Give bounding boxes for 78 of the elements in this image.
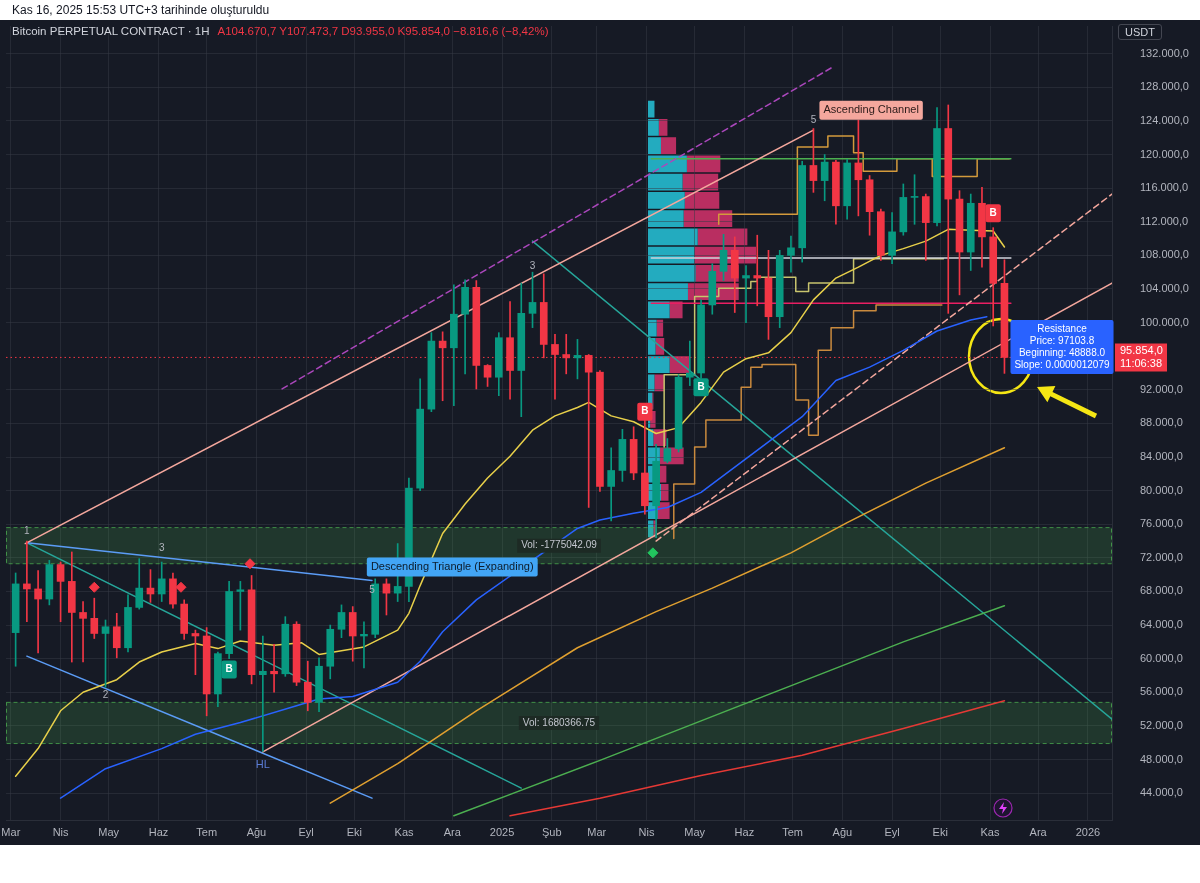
x-tick-label: Eyl bbox=[298, 825, 314, 838]
candlestick bbox=[270, 644, 278, 693]
x-tick-label: Eyl bbox=[884, 825, 900, 838]
x-tick-label: Eki bbox=[346, 825, 362, 838]
y-tick-label: 76.000,0 bbox=[1140, 517, 1183, 530]
annotation: 3 bbox=[158, 541, 165, 553]
y-tick-label: 44.000,0 bbox=[1140, 786, 1183, 799]
x-tick-label: May bbox=[684, 825, 706, 838]
candlestick bbox=[79, 601, 87, 663]
ref-line-label: 95.854,0 11:06:38 bbox=[1120, 343, 1163, 369]
x-tick-label: Kas bbox=[394, 825, 415, 838]
annotation: 1 bbox=[24, 525, 31, 537]
x-tick-label: Nis bbox=[52, 825, 70, 838]
annotation: B bbox=[697, 381, 705, 393]
y-tick-label: 68.000,0 bbox=[1140, 584, 1183, 597]
y-tick-label: 72.000,0 bbox=[1140, 550, 1183, 563]
x-tick-label: Ağu bbox=[246, 825, 267, 838]
x-tick-label: Şub bbox=[541, 825, 562, 838]
bar bbox=[669, 301, 683, 319]
band-label: Vol: 1680366.75 bbox=[522, 716, 596, 728]
annotation: Descending Triangle (Expanding) bbox=[370, 560, 534, 573]
y-tick-label: 100.000,0 bbox=[1140, 315, 1189, 328]
candlestick bbox=[742, 265, 750, 323]
y-tick-label: 84.000,0 bbox=[1140, 450, 1183, 463]
annotation: 2 bbox=[102, 689, 109, 700]
y-tick-label: 116.000,0 bbox=[1140, 181, 1189, 194]
candlestick bbox=[34, 570, 42, 654]
y-tick-label: 64.000,0 bbox=[1140, 618, 1183, 631]
x-tick-label: Kas bbox=[980, 825, 1000, 838]
bar bbox=[654, 374, 665, 392]
x-tick-label: Haz bbox=[148, 825, 169, 838]
annotation: Resistance Price: 97103.8 Beginning: 48888.0 Slope: 0.0000012079 bbox=[1014, 322, 1110, 370]
x-tick-label: Ara bbox=[1029, 825, 1048, 838]
x-tick-label: Haz bbox=[734, 825, 755, 838]
x-tick-label: Tem bbox=[196, 825, 218, 838]
candlestick bbox=[23, 540, 31, 623]
y-tick-label: 56.000,0 bbox=[1140, 685, 1183, 698]
y-tick-label: 132.000,0 bbox=[1140, 46, 1189, 59]
annotation: Ascending Channel bbox=[823, 103, 919, 116]
candlestick bbox=[259, 635, 267, 752]
annotation: 5 bbox=[810, 114, 817, 126]
annotation: B bbox=[225, 663, 233, 675]
y-tick-label: 88.000,0 bbox=[1140, 416, 1183, 429]
annotation: 5 bbox=[369, 584, 376, 596]
y-tick-label: 48.000,0 bbox=[1140, 752, 1183, 765]
x-tick-label: Nis bbox=[638, 825, 655, 838]
x-tick-label: Mar bbox=[587, 825, 607, 838]
text: Kas 16, 2025 15:53 UTC+3 tarihinde oluşturuldu bbox=[12, 3, 270, 17]
x-tick-label: Tem bbox=[782, 825, 803, 838]
candlestick bbox=[787, 235, 795, 273]
annotation: B bbox=[641, 405, 649, 417]
y-tick-label: 104.000,0 bbox=[1140, 282, 1189, 295]
x-tick-label: Mar bbox=[1, 825, 21, 838]
x-tick-label: Eki bbox=[932, 825, 948, 838]
chart-subtitle: A104.670,7 Y107.473,7 D93.955,0 K95.854,0 −8.816,6 (−8,42%) bbox=[217, 25, 549, 37]
x-tick-label: Ara bbox=[443, 825, 462, 838]
y-tick-label: 60.000,0 bbox=[1140, 651, 1183, 664]
y-tick-label: 108.000,0 bbox=[1140, 248, 1189, 261]
y-tick-label: 128.000,0 bbox=[1140, 80, 1189, 93]
annotation: 3 bbox=[529, 260, 536, 272]
band-label: Vol: -1775042.09 bbox=[521, 539, 598, 551]
candlestick bbox=[686, 340, 694, 386]
y-tick-label: 92.000,0 bbox=[1140, 382, 1183, 395]
x-tick-label: Ağu bbox=[832, 825, 853, 838]
y-axis-title: USDT bbox=[1118, 24, 1162, 40]
x-tick-label: 2025 bbox=[489, 825, 515, 838]
y-tick-label: 124.000,0 bbox=[1140, 113, 1189, 126]
y-tick-label: 80.000,0 bbox=[1140, 483, 1183, 496]
annotation: B bbox=[989, 207, 997, 219]
annotation: HL bbox=[255, 757, 270, 770]
y-tick-label: 52.000,0 bbox=[1140, 718, 1183, 731]
chart-title: Bitcoin PERPETUAL CONTRACT · 1H bbox=[12, 25, 210, 37]
y-tick-label: 112.000,0 bbox=[1140, 214, 1189, 227]
x-tick-label: 2026 bbox=[1075, 825, 1101, 838]
candlestick bbox=[607, 447, 615, 522]
x-tick-label: May bbox=[98, 825, 120, 838]
y-tick-label: 120.000,0 bbox=[1140, 147, 1189, 160]
candlestick bbox=[753, 234, 762, 307]
